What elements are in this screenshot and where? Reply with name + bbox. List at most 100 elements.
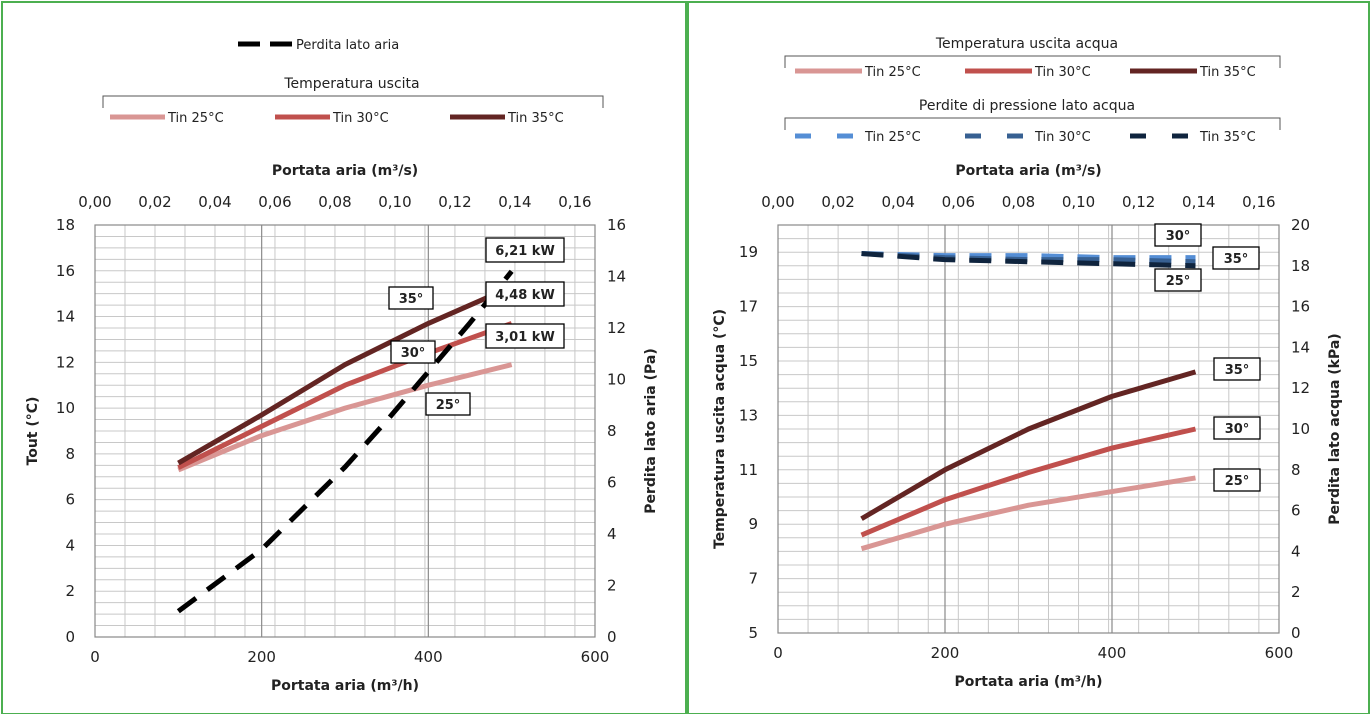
curve-label-water-30: 30° [1225,422,1250,437]
x-top-tick-label: 0,10 [1062,193,1095,211]
x-bottom-tick-label: 400 [414,648,443,666]
series-line-2 [860,369,1197,521]
legend-bracket [102,95,604,108]
curve-label-press-30-box [1154,223,1202,247]
power-label-0-box [485,237,565,263]
y-right-tick-label: 14 [1291,338,1310,356]
y-right-tick-label: 6 [1291,502,1301,520]
x-bottom-tick-label: 200 [247,648,276,666]
y-right-tick-label: 12 [607,319,626,337]
y-right-tick-label: 8 [1291,461,1301,479]
y-right-tick-label: 14 [607,268,626,286]
x-top-tick-label: 0,04 [198,193,231,211]
curve-label-press-25-box [1154,268,1202,292]
x-top-tick-label: 0,06 [942,193,975,211]
x-top-tick-label: 0,08 [318,193,351,211]
curve-label-water-25-box [1213,468,1261,492]
legend-label-temp-0: Tin 25°C [167,111,224,126]
y-right-tick-label: 2 [607,577,617,595]
y-right-tick-label: 20 [1291,216,1310,234]
x-bottom-tick-label: 600 [1265,644,1294,662]
curve-label-25: 25° [436,398,461,413]
x-bottom-tick-label: 200 [931,644,960,662]
legend-label-pressure-1: Tin 30°C [1034,130,1091,145]
y-left-axis-title: Temperatura uscita acqua (°C) [712,309,728,549]
power-label-0: 6,21 kW [495,244,555,259]
plot-area [777,224,1280,634]
y-right-tick-label: 12 [1291,379,1310,397]
x-top-axis-title: Portata aria (m³/s) [272,163,418,179]
y-right-tick-label: 6 [607,474,617,492]
curve-label-35: 35° [399,292,424,307]
curve-label-water-35-box [1213,357,1261,381]
series-line-0 [177,362,513,473]
curve-label-press-25: 25° [1166,274,1191,289]
x-bottom-tick-label: 0 [90,648,100,666]
y-left-tick-label: 6 [65,491,75,509]
x-bottom-axis-title: Portata aria (m³/h) [271,678,419,694]
y-left-tick-label: 18 [56,216,75,234]
x-bottom-tick-label: 0 [773,644,783,662]
curve-label-press-30: 30° [1166,229,1191,244]
y-right-tick-label: 16 [607,216,626,234]
x-top-tick-label: 0,16 [558,193,591,211]
series-line-0 [860,475,1196,552]
legend-title-water-temp: Temperatura uscita acqua [935,36,1118,52]
y-right-tick-label: 8 [607,422,617,440]
x-top-tick-label: 0,10 [378,193,411,211]
plot-area [94,224,596,638]
y-left-tick-label: 4 [65,536,75,554]
legend-label-pressure-2: Tin 35°C [1199,130,1256,145]
series-line-1 [860,426,1197,538]
x-top-tick-label: 0,02 [821,193,854,211]
y-left-tick-label: 2 [65,582,75,600]
legend-label-perdita: Perdita lato aria [296,38,399,53]
power-label-1-box [485,281,565,307]
y-right-tick-label: 4 [607,525,617,543]
legend-label-water-temp-1: Tin 30°C [1034,65,1091,80]
y-left-tick-label: 9 [748,515,758,533]
x-top-tick-label: 0,04 [882,193,915,211]
x-top-tick-label: 0,06 [258,193,291,211]
curve-label-water-35: 35° [1225,363,1250,378]
y-left-tick-label: 17 [739,298,758,316]
x-bottom-axis-title: Portata aria (m³/h) [954,674,1102,690]
y-right-axis-title: Perdita lato acqua (kPa) [1327,333,1343,524]
y-left-tick-label: 0 [65,628,75,646]
series-line-1 [177,321,513,470]
curve-label-water-25: 25° [1225,474,1250,489]
x-top-tick-label: 0,12 [438,193,471,211]
curve-label-25-box [425,392,471,416]
x-top-tick-label: 0,00 [78,193,111,211]
y-left-tick-label: 5 [748,624,758,642]
y-right-tick-label: 4 [1291,542,1301,560]
x-top-tick-label: 0,00 [761,193,794,211]
legend-title-temp: Temperatura uscita [283,76,419,92]
series-line-2 [177,284,513,466]
legend-bracket-pressure [784,117,1281,130]
x-top-tick-label: 0,16 [1242,193,1275,211]
legend-label-water-temp-2: Tin 35°C [1199,65,1256,80]
y-left-axis-title: Tout (°C) [25,397,41,466]
y-left-tick-label: 15 [739,352,758,370]
x-bottom-tick-label: 600 [581,648,610,666]
y-left-tick-label: 19 [739,243,758,261]
y-left-tick-label: 7 [748,570,758,588]
curve-label-press-35-box [1212,246,1260,270]
legend-bracket-water-temp [784,55,1281,68]
curve-label-30-box [390,340,436,364]
y-left-tick-label: 12 [56,353,75,371]
series-line-3 [176,269,514,614]
x-top-tick-label: 0,08 [1002,193,1035,211]
right-panel-border [687,1,1370,714]
x-top-tick-label: 0,14 [1182,193,1215,211]
left-panel-border [1,1,687,714]
y-right-tick-label: 16 [1291,298,1310,316]
power-label-2: 3,01 kW [495,330,555,345]
y-left-tick-label: 16 [56,262,75,280]
y-left-tick-label: 13 [739,406,758,424]
series-line-5 [861,251,1196,269]
legend-label-temp-2: Tin 35°C [507,111,564,126]
y-left-tick-label: 10 [56,399,75,417]
